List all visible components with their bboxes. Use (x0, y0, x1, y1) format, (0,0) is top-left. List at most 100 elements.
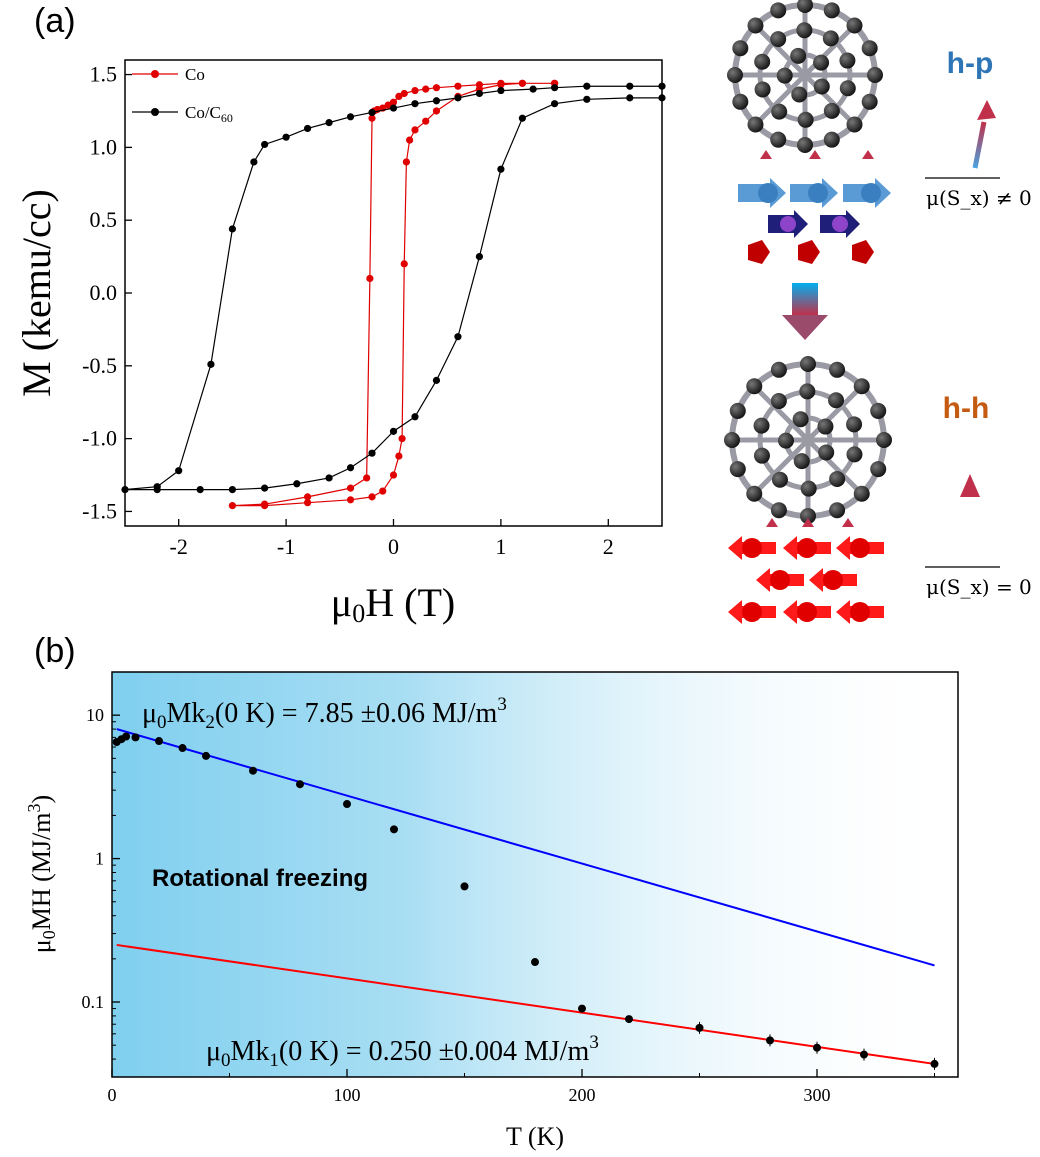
data-point-coc60 (196, 485, 204, 494)
data-point-co (518, 79, 526, 87)
data-point-b (930, 1059, 939, 1068)
interface-moment-head (862, 150, 874, 159)
carbon-atom (796, 22, 813, 39)
moment-text-bottom: μ(S_x) = 0 (926, 575, 1032, 599)
data-point-b (766, 1036, 774, 1045)
data-point-coc60 (583, 82, 591, 90)
carbon-atom (861, 93, 878, 110)
series-line-coc60 (124, 85, 662, 491)
carbon-atom (800, 508, 816, 524)
spin-red-atom (742, 602, 762, 622)
x-tick-label-a: 1 (495, 534, 506, 559)
carbon-atom (797, 111, 814, 128)
carbon-atom (829, 470, 846, 487)
fit-label-k1: μ0Mk1(0 K) = 0.250 ±0.004 MJ/m3 (206, 1032, 599, 1071)
carbon-atom (777, 432, 794, 449)
carbon-atom (732, 93, 749, 110)
carbon-atom (790, 47, 807, 64)
plot-frame-b (111, 671, 959, 1078)
carbon-atom (797, 0, 813, 13)
data-point-b (813, 1043, 821, 1052)
data-point-co (422, 117, 430, 125)
carbon-atom (870, 402, 887, 419)
x-tick-label-a: 0 (388, 534, 399, 559)
interface-moment-head (809, 150, 821, 159)
legend-marker-coc60 (151, 108, 159, 116)
data-point-co (366, 274, 374, 283)
data-point-co (389, 471, 398, 479)
data-point-coc60 (626, 82, 634, 90)
legend-label-coc60: Co/C60 (185, 103, 233, 125)
carbon-atom (770, 2, 787, 19)
carbon-atom (776, 67, 793, 84)
x-tick-label-b: 200 (569, 1085, 596, 1105)
carbon-atom (813, 78, 830, 95)
carbon-atom (727, 67, 743, 83)
data-point-co (406, 136, 414, 144)
data-point-co (346, 496, 355, 504)
spin-red-atom (797, 602, 817, 622)
data-point-coc60 (228, 485, 236, 494)
data-point-co (389, 98, 398, 106)
x-axis-title-b: T (K) (506, 1122, 564, 1151)
carbon-atom (729, 461, 746, 478)
data-point-co (346, 484, 355, 492)
data-point-coc60 (303, 124, 312, 133)
carbon-atom (829, 361, 846, 378)
spin-red-atom (850, 538, 870, 558)
carbon-atom (754, 81, 771, 98)
carbon-atom (846, 446, 863, 463)
data-point-coc60 (497, 86, 505, 95)
data-point-b (860, 1050, 868, 1059)
data-point-co (379, 487, 387, 495)
data-point-co (395, 92, 403, 101)
x-tick-label-b: 100 (334, 1085, 361, 1105)
spin-blue-2-atom (808, 183, 828, 203)
data-point-coc60 (207, 360, 215, 368)
c60-spin-schematic: h-p μ(S_x) ≠ 0 h-h (724, 0, 1032, 624)
data-point-coc60 (250, 158, 258, 166)
spin-red-atom (742, 538, 762, 558)
y-tick-label-a: 0.0 (90, 280, 118, 305)
spin-red-oop-3 (852, 240, 874, 264)
y-tick-label-a: -0.5 (82, 353, 117, 378)
data-point-co (400, 260, 408, 268)
data-point-coc60 (325, 474, 333, 482)
data-point-b (695, 1023, 704, 1032)
carbon-atom (818, 444, 835, 461)
legend-a: Co Co/C60 (132, 65, 233, 125)
x-axis-title-a: μ0H (T) (331, 580, 455, 628)
data-point-b (131, 733, 140, 742)
data-point-b (625, 1015, 633, 1024)
data-point-co (497, 81, 505, 89)
spin-red-atom (770, 570, 790, 590)
data-point-co (228, 502, 236, 510)
data-point-coc60 (175, 467, 183, 475)
data-point-b (178, 744, 187, 753)
data-point-co (398, 435, 406, 443)
carbon-atom (823, 102, 840, 119)
carbon-atom (770, 361, 787, 378)
data-point-coc60 (121, 485, 129, 494)
data-point-b (202, 751, 210, 760)
carbon-atom (747, 17, 764, 34)
x-tick-label-a: -1 (277, 534, 295, 559)
data-point-coc60 (228, 225, 236, 233)
label-h-p: h-p (947, 47, 994, 80)
data-point-co (363, 474, 371, 482)
moment-text-top: μ(S_x) ≠ 0 (926, 186, 1032, 210)
data-point-b (460, 882, 469, 891)
spin-purple-1-atom (780, 216, 796, 232)
data-point-coc60 (411, 100, 419, 108)
x-tick-label-b: 0 (108, 1085, 117, 1105)
spin-red-oop-2 (798, 240, 820, 264)
data-point-b (390, 825, 398, 834)
data-point-coc60 (551, 100, 559, 108)
legend-marker-co (151, 70, 159, 78)
panel-label-a: (a) (34, 2, 76, 40)
data-point-co (400, 89, 408, 98)
spin-purple-2-atom (832, 216, 848, 232)
data-point-coc60 (368, 108, 376, 117)
c60-molecule-top (727, 0, 883, 153)
data-point-b (531, 958, 539, 967)
